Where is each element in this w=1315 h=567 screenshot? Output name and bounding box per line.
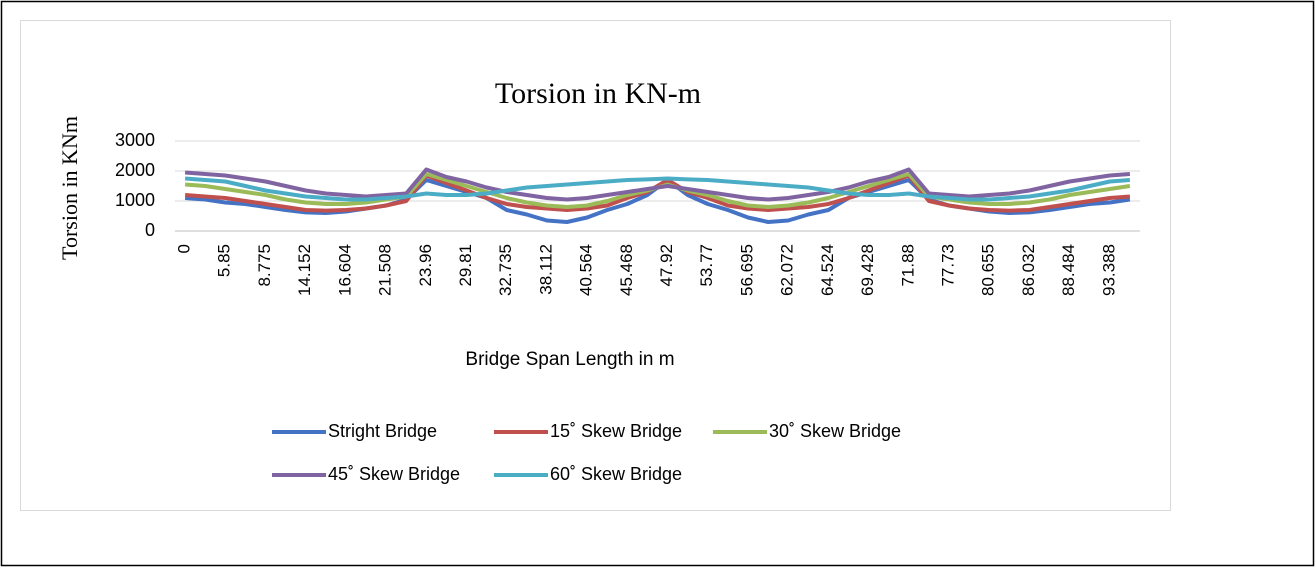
x-tick-label: 45.468 [617, 244, 636, 296]
x-tick-label: 71.88 [898, 244, 917, 287]
x-tick-label: 77.73 [938, 244, 957, 287]
x-tick-label: 29.81 [456, 244, 475, 287]
x-tick-label: 62.072 [778, 244, 797, 296]
x-tick-label: 47.92 [657, 244, 676, 287]
legend-label: 60˚ Skew Bridge [550, 464, 682, 484]
x-tick-label: 0 [175, 244, 194, 253]
x-tick-label: 5.85 [215, 244, 234, 277]
y-tick-label: 0 [145, 220, 155, 240]
x-tick-label: 53.77 [697, 244, 716, 287]
x-tick-label: 56.695 [737, 244, 756, 296]
x-tick-label: 14.152 [295, 244, 314, 296]
x-tick-label: 88.484 [1059, 244, 1078, 296]
series-line [184, 176, 1131, 202]
x-axis-title: Bridge Span Length in m [465, 349, 674, 370]
x-tick-label: 32.735 [496, 244, 515, 296]
series-line [184, 167, 1131, 202]
legend-label: 30˚ Skew Bridge [769, 421, 901, 441]
y-tick-label: 1000 [115, 190, 155, 210]
legend-label: 15˚ Skew Bridge [550, 421, 682, 441]
chart-frame [20, 20, 1171, 511]
chart-title: Torsion in KN-m [495, 77, 701, 110]
x-tick-label: 16.604 [335, 244, 354, 296]
x-tick-label: 38.112 [536, 244, 555, 295]
x-tick-label: 86.032 [1019, 244, 1038, 296]
legend-label: 45˚ Skew Bridge [328, 464, 460, 484]
x-tick-label: 80.655 [979, 244, 998, 296]
x-tick-label: 8.775 [255, 244, 274, 287]
x-tick-label: 40.564 [577, 244, 596, 296]
y-tick-label: 2000 [115, 160, 155, 180]
x-tick-label: 69.428 [858, 244, 877, 296]
x-tick-label: 21.508 [376, 244, 395, 296]
x-tick-label: 93.388 [1099, 244, 1118, 296]
x-tick-label: 64.524 [818, 244, 837, 296]
legend-label: Stright Bridge [328, 421, 437, 441]
y-tick-label: 3000 [115, 130, 155, 150]
x-tick-label: 23.96 [416, 244, 435, 287]
y-axis-title: Torsion in KNm [57, 116, 82, 260]
